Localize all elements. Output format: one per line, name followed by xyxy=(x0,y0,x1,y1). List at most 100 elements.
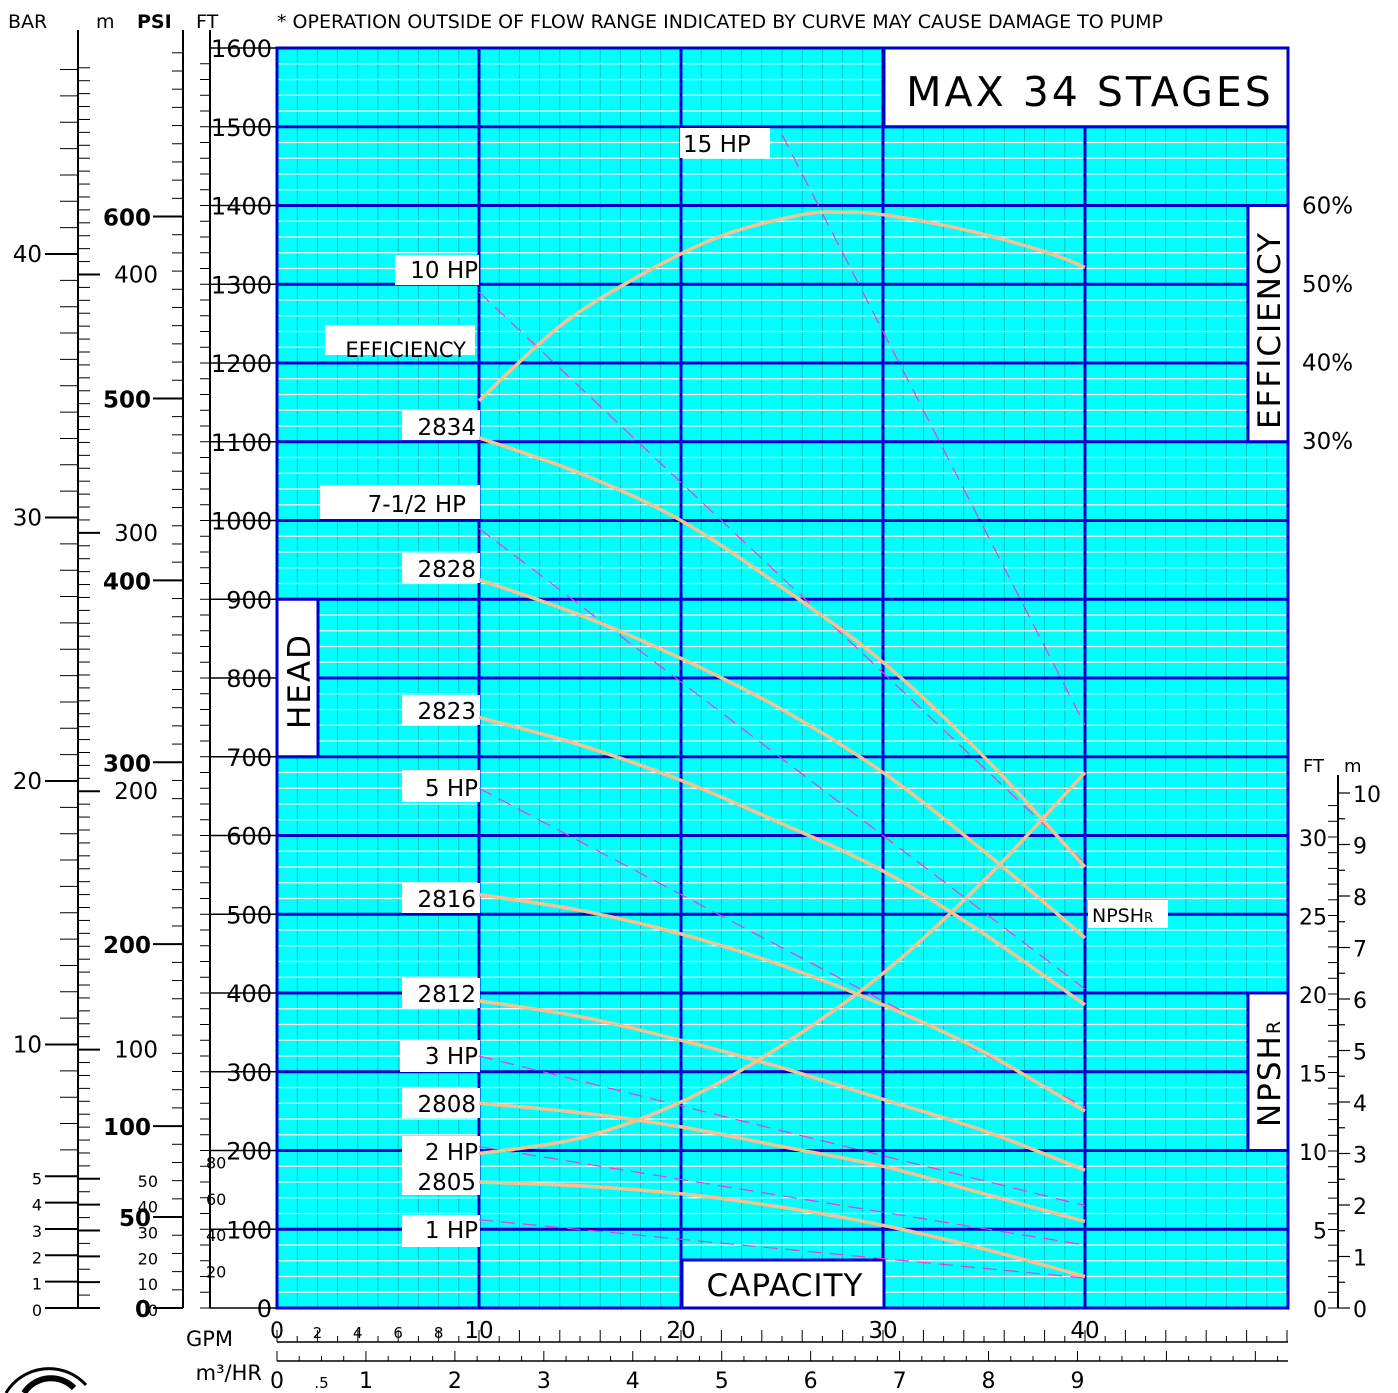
ft-tick-label: 400 xyxy=(226,980,272,1008)
efficiency-box xyxy=(1246,204,1290,444)
capacity-label: CAPACITY xyxy=(707,1268,864,1304)
efficiency-tick-label: 30% xyxy=(1302,429,1353,455)
label-patch xyxy=(402,770,480,802)
label-patch xyxy=(1088,900,1168,928)
m3hr-label: 7 xyxy=(893,1369,907,1393)
efficiency-curve xyxy=(477,210,1086,403)
curve-label-2805: 2805 xyxy=(417,1170,476,1196)
ft-tick-label: 1000 xyxy=(211,508,272,536)
hp-line-7-1-2-hp xyxy=(478,527,1086,990)
npsh-ft-unit: FT xyxy=(1303,756,1325,777)
curve-label-2834: 2834 xyxy=(417,415,476,441)
npsh-ft-label: 25 xyxy=(1299,906,1327,931)
label-patch xyxy=(402,695,480,725)
m-tick-label: 100 xyxy=(114,1038,158,1064)
efficiency-tick-label: 40% xyxy=(1302,351,1353,377)
bar-tick-label: 5 xyxy=(32,1169,42,1188)
ft-tick-label: 100 xyxy=(226,1216,272,1244)
curve-label-2823: 2823 xyxy=(417,699,476,725)
ft-tick-label: 900 xyxy=(226,586,272,614)
pump-curve-2812 xyxy=(478,999,1086,1172)
ft-tick-label: 500 xyxy=(226,901,272,929)
psi-tick-label: 500 xyxy=(103,387,151,413)
m-tick-label: 40 xyxy=(138,1198,158,1217)
label-patch xyxy=(680,128,770,158)
psi-small-label: 60 xyxy=(206,1190,226,1209)
bar-tick-label: 40 xyxy=(13,242,42,268)
bar-tick-label: 10 xyxy=(13,1033,42,1059)
npsh-ft-label: 20 xyxy=(1299,984,1327,1009)
npsh-m-label: 7 xyxy=(1353,938,1367,963)
psi-unit-label: PSI xyxy=(137,11,172,33)
m-tick-label: 200 xyxy=(114,779,158,805)
psi-tick-label: 100 xyxy=(103,1115,151,1141)
psi-tick-label: 0 xyxy=(135,1297,151,1323)
psi-tick-label: 200 xyxy=(103,933,151,959)
npsh-m-label: 1 xyxy=(1353,1247,1367,1272)
label-patch xyxy=(402,410,480,440)
hp-line-5-hp xyxy=(478,787,1086,1108)
npshr-curve-label: NPSHR xyxy=(1092,905,1153,927)
curve-label-2808: 2808 xyxy=(417,1092,476,1118)
npsh-m-label: 10 xyxy=(1353,783,1381,808)
psi-tick-label: 400 xyxy=(103,569,151,595)
label-patch xyxy=(402,553,480,583)
left-scales: 0100200300400500600700800900100011001200… xyxy=(8,11,1350,1362)
bar-tick-label: 2 xyxy=(32,1248,42,1267)
efficiency-tick-label: 50% xyxy=(1302,272,1353,298)
pump-curve-2834 xyxy=(478,436,1087,869)
capacity-box xyxy=(680,1258,886,1310)
m-tick-label: 400 xyxy=(114,262,158,288)
npsh-m-label: 9 xyxy=(1353,835,1367,860)
m-tick-label: 20 xyxy=(138,1249,158,1268)
ft-tick-label: 600 xyxy=(226,823,272,851)
title-text: MAX 34 STAGES xyxy=(906,68,1274,116)
ft-tick-label: 700 xyxy=(226,744,272,772)
logo-icon-inner xyxy=(21,1375,77,1393)
psi-small-label: 20 xyxy=(206,1263,226,1282)
title-box xyxy=(882,46,1290,129)
npsh-m-label: 3 xyxy=(1353,1144,1367,1169)
hp-line-10-hp xyxy=(478,291,1086,864)
efficiency-label: EFFICIENCY xyxy=(1252,231,1288,429)
m3hr-label: 4 xyxy=(626,1369,640,1393)
ft-tick-label: 200 xyxy=(226,1138,272,1166)
npsh-m-label: 4 xyxy=(1353,1092,1367,1117)
m3hr-label: 2 xyxy=(448,1369,462,1393)
bar-unit-label: BAR xyxy=(8,11,47,33)
bar-tick-label: 3 xyxy=(32,1222,42,1241)
m3hr-label: .5 xyxy=(314,1374,328,1392)
bar-tick-label: 20 xyxy=(13,769,42,795)
pump-curve-2816 xyxy=(478,892,1086,1113)
hp-label-15-hp: 15 HP xyxy=(683,132,751,158)
npsh-ft-label: 0 xyxy=(1313,1298,1327,1323)
label-patch xyxy=(402,1165,480,1195)
m3hr-label: 3 xyxy=(537,1369,551,1393)
m-tick-label: 300 xyxy=(114,521,158,547)
pump-curve-2828 xyxy=(478,577,1087,940)
npsh-m-label: 5 xyxy=(1353,1041,1367,1066)
npsh-label: NPSHR xyxy=(1252,1019,1288,1127)
ft-tick-label: 1600 xyxy=(211,35,272,63)
ft-tick-label: 1200 xyxy=(211,350,272,378)
npsh-m-label: 0 xyxy=(1353,1298,1367,1323)
m-unit-label: m xyxy=(96,11,115,33)
m3hr-unit-label: m³/HR xyxy=(196,1361,262,1385)
label-patch xyxy=(402,1088,480,1118)
m-tick-label: 10 xyxy=(138,1275,158,1294)
psi-small-label: 80 xyxy=(206,1153,226,1172)
hp-label-5-hp: 5 HP xyxy=(425,776,478,802)
label-patch xyxy=(400,1040,480,1072)
ft-tick-label: 300 xyxy=(226,1059,272,1087)
m-tick-label: 0 xyxy=(148,1301,158,1320)
hp-label-7-1-2-hp: 7-1/2 HP xyxy=(368,492,467,518)
chart-curves xyxy=(477,134,1087,1279)
label-patch xyxy=(325,325,475,355)
label-patch xyxy=(395,255,479,285)
m3hr-label: 0 xyxy=(270,1369,284,1393)
ft-tick-label: 1100 xyxy=(211,429,272,457)
m3hr-label: 1 xyxy=(359,1369,373,1393)
m-tick-label: 30 xyxy=(138,1223,158,1242)
